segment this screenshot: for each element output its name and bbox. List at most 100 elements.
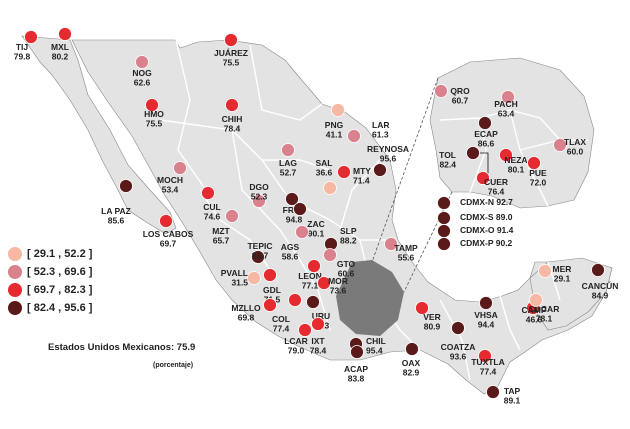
city-label-cdmx-s: CDMX-S 89.0	[460, 212, 513, 222]
inset-borders	[439, 109, 588, 207]
city-name-uru: URU	[312, 311, 330, 321]
city-label-tij: TIJ 79.8	[14, 42, 31, 62]
legend-item-3: [ 82.4 , 95.6 ]	[8, 299, 92, 317]
city-name-cdcar: CDCAR	[529, 304, 560, 314]
city-marker-mty	[337, 165, 351, 179]
city-name-gdl: GDL	[263, 285, 281, 295]
mexico-outline	[21, 35, 613, 395]
legend-label: [ 29.1 , 52.2 ]	[27, 248, 93, 260]
city-value-zac: 90.1	[308, 229, 325, 239]
city-value-slp: 88.2	[340, 236, 357, 246]
city-name-mxl: MXL	[51, 42, 69, 52]
city-label-tepic: TEPIC 83.7	[247, 241, 272, 261]
city-label-oax: OAX 82.9	[402, 358, 421, 378]
city-label-pach: PACH 63.4	[494, 99, 517, 119]
city-label-ags: AGS 58.6	[281, 242, 300, 262]
legend-label: [ 52.3 , 69.6 ]	[27, 266, 93, 278]
city-marker-neza	[499, 148, 513, 162]
city-name-ecap: ECAP	[474, 129, 498, 139]
city-value-tepic: 83.7	[252, 251, 269, 261]
city-name-zac: ZAC	[307, 219, 324, 229]
legend-swatch	[8, 265, 22, 279]
city-label-sal: SAL 36.6	[316, 158, 333, 178]
city-label-mer: MER 29.1	[553, 264, 572, 284]
city-marker-qro	[434, 84, 448, 98]
city-label-cdmx-p: CDMX-P 90.2	[460, 238, 513, 248]
city-marker-pue	[527, 156, 541, 170]
city-label-camp: CAMP 46.6	[521, 305, 546, 325]
city-label-acap: ACAP 83.8	[344, 364, 368, 384]
city-name-los-cabos: LOS CABOS	[143, 229, 194, 239]
city-marker-gto	[323, 248, 337, 262]
city-value-fres: 94.8	[286, 215, 303, 225]
baja-california	[21, 35, 177, 235]
city-label-mzllo: MZLLO 69.8	[231, 303, 261, 323]
city-label-ixt: IXT 78.4	[310, 336, 327, 356]
city-marker-gdl	[263, 268, 277, 282]
city-name-nog: NOG	[132, 68, 152, 78]
city-marker-los-cabos	[159, 214, 173, 228]
city-value-tlax: 60.0	[567, 147, 584, 157]
city-label-hmo: HMO 75.5	[144, 109, 164, 129]
legend-label: [ 69.7 , 82.3 ]	[27, 284, 93, 296]
city-name-leon: LEON	[298, 271, 322, 281]
central-region	[336, 260, 404, 336]
city-value-neza: 80.1	[508, 165, 525, 175]
city-name-mty: MTY	[353, 166, 371, 176]
city-label-cul: CUL 74.6	[203, 202, 220, 222]
inset-map	[371, 57, 595, 293]
city-name-chih: CHIH	[222, 114, 243, 124]
city-label-mxl: MXL 80.2	[51, 42, 69, 62]
city-value-chih: 78.4	[224, 124, 241, 134]
city-label-tap: TAP 89.1	[504, 386, 521, 406]
city-name-ver: VER	[423, 312, 440, 322]
city-value-acap: 83.8	[348, 374, 365, 384]
city-label-tamp: TAMP 55.6	[394, 243, 418, 263]
city-value-mty: 71.4	[353, 176, 370, 186]
city-value-pach: 63.4	[498, 109, 515, 119]
city-name-col: COL	[272, 314, 290, 324]
city-name-dgo: DGO	[249, 182, 269, 192]
city-label-slp: SLP 88.2	[340, 226, 357, 246]
city-label-canc-n: CANCÚN 84.9	[582, 280, 619, 301]
city-label-png: PNG 41.1	[325, 120, 344, 140]
city-value-tap: 89.1	[504, 396, 521, 406]
city-marker-tol	[466, 146, 480, 160]
city-label-neza: NEZA 80.1	[504, 155, 527, 175]
city-name-moch: MOCH	[157, 175, 183, 185]
city-marker-pvall	[247, 271, 261, 285]
city-marker-reynosa	[373, 163, 387, 177]
city-label-ver: VER 80.9	[423, 312, 440, 332]
city-label-ecap: ECAP 86.6	[474, 129, 498, 149]
city-label-vhsa: VHSA 94.4	[474, 310, 498, 330]
city-value-ju-rez: 75.5	[223, 58, 240, 68]
city-marker-lar	[347, 129, 361, 143]
city-name-mer: MER	[553, 264, 572, 274]
city-label-lar: LAR 61.3	[372, 120, 389, 140]
city-label-tlax: TLAX 60.0	[564, 137, 587, 157]
city-value-los-cabos: 69.7	[160, 239, 177, 249]
city-name-cul: CUL	[203, 202, 220, 212]
national-value: Estados Unidos Mexicanos: 75.9	[48, 342, 196, 353]
city-marker-cdmx-o	[437, 224, 451, 238]
city-marker-acap	[350, 345, 364, 359]
city-name-tlax: TLAX	[564, 137, 587, 147]
city-name-hmo: HMO	[144, 109, 164, 119]
city-value-mer: 29.1	[554, 274, 571, 284]
city-name-camp: CAMP	[521, 305, 546, 315]
city-marker-ecap	[478, 116, 492, 130]
inset-region	[429, 57, 595, 209]
legend-swatch	[8, 247, 22, 261]
city-value-tol: 82.4	[439, 160, 456, 170]
city-value-mxl: 80.2	[52, 52, 69, 62]
city-name-slp: SLP	[340, 226, 357, 236]
city-marker-camp	[529, 293, 543, 307]
city-marker-fres	[285, 192, 299, 206]
city-label-col: COL 77.4	[272, 314, 290, 334]
city-label-mzt: MZT 65.7	[212, 226, 230, 246]
city-value-lcar: 79.0	[288, 346, 305, 356]
city-value-ver: 80.9	[424, 322, 441, 332]
city-name-lar: LAR	[372, 120, 389, 130]
city-value-tamp: 55.6	[398, 253, 415, 263]
